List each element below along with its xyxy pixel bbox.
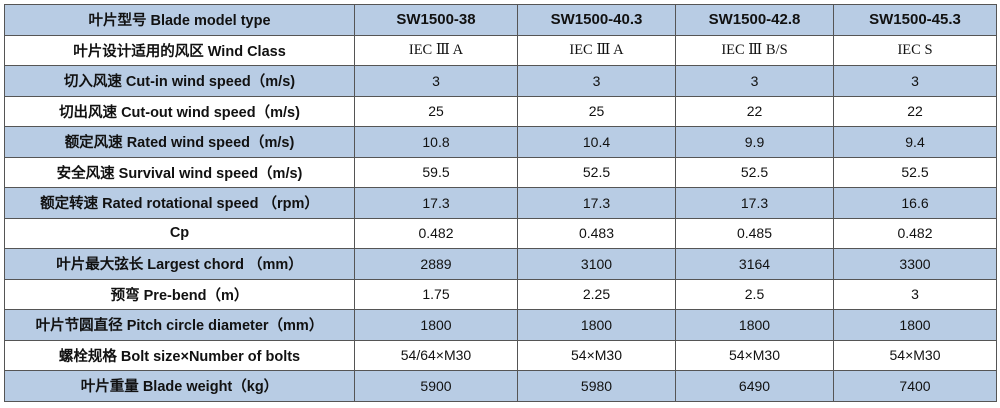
cell-value: 16.6 xyxy=(833,187,997,219)
row-label: 切出风速 Cut-out wind speed（m/s) xyxy=(4,95,355,127)
cell-value: 54/64×M30 xyxy=(354,339,518,371)
cell-value: 5900 xyxy=(354,370,518,402)
cell-value: 1800 xyxy=(354,309,518,341)
row-blade-weight: 叶片重量 Blade weight（kg） 5900 5980 6490 740… xyxy=(4,370,997,402)
row-label: 螺栓规格 Bolt size×Number of bolts xyxy=(4,339,355,371)
cell-value: 25 xyxy=(354,95,518,127)
cell-value: 54×M30 xyxy=(833,339,997,371)
cell-value: 3100 xyxy=(517,248,676,280)
cell-value: 9.4 xyxy=(833,126,997,158)
row-rated-rotational-speed: 额定转速 Rated rotational speed （rpm） 17.3 1… xyxy=(4,187,997,219)
cell-value: 52.5 xyxy=(517,156,676,188)
cell-value: 25 xyxy=(517,95,676,127)
row-cp: Cp 0.482 0.483 0.485 0.482 xyxy=(4,217,997,249)
cell-value: 7400 xyxy=(833,370,997,402)
row-label: 预弯 Pre-bend（m） xyxy=(4,278,355,310)
cell-value: 5980 xyxy=(517,370,676,402)
model-header: SW1500-38 xyxy=(354,4,518,36)
cell-value: IEC Ⅲ A xyxy=(354,34,518,66)
row-label: 额定转速 Rated rotational speed （rpm） xyxy=(4,187,355,219)
cell-value: 0.482 xyxy=(833,217,997,249)
row-label: 叶片节圆直径 Pitch circle diameter（mm） xyxy=(4,309,355,341)
cell-value: 0.483 xyxy=(517,217,676,249)
cell-value: 9.9 xyxy=(675,126,834,158)
blade-spec-table: 叶片型号 Blade model type SW1500-38 SW1500-4… xyxy=(4,4,997,402)
cell-value: 22 xyxy=(833,95,997,127)
cell-value: 1800 xyxy=(675,309,834,341)
cell-value: 54×M30 xyxy=(517,339,676,371)
cell-value: 1800 xyxy=(517,309,676,341)
row-label: 安全风速 Survival wind speed（m/s) xyxy=(4,156,355,188)
row-label: 叶片重量 Blade weight（kg） xyxy=(4,370,355,402)
cell-value: 10.4 xyxy=(517,126,676,158)
cell-value: 1800 xyxy=(833,309,997,341)
cell-value: 3 xyxy=(833,65,997,97)
cell-value: 3 xyxy=(833,278,997,310)
cell-value: 2.25 xyxy=(517,278,676,310)
cell-value: 3 xyxy=(354,65,518,97)
row-label: 叶片最大弦长 Largest chord （mm） xyxy=(4,248,355,280)
header-label: 叶片型号 Blade model type xyxy=(4,4,355,36)
row-pre-bend: 预弯 Pre-bend（m） 1.75 2.25 2.5 3 xyxy=(4,278,997,310)
row-pitch-circle-diameter: 叶片节圆直径 Pitch circle diameter（mm） 1800 18… xyxy=(4,309,997,341)
cell-value: 17.3 xyxy=(354,187,518,219)
row-cut-in-speed: 切入风速 Cut-in wind speed（m/s) 3 3 3 3 xyxy=(4,65,997,97)
cell-value: 22 xyxy=(675,95,834,127)
cell-value: IEC S xyxy=(833,34,997,66)
cell-value: 10.8 xyxy=(354,126,518,158)
row-largest-chord: 叶片最大弦长 Largest chord （mm） 2889 3100 3164… xyxy=(4,248,997,280)
cell-value: 17.3 xyxy=(675,187,834,219)
cell-value: 52.5 xyxy=(675,156,834,188)
cell-value: 0.482 xyxy=(354,217,518,249)
row-label: 叶片设计适用的风区 Wind Class xyxy=(4,34,355,66)
cell-value: 2.5 xyxy=(675,278,834,310)
model-header: SW1500-45.3 xyxy=(833,4,997,36)
row-label: 额定风速 Rated wind speed（m/s) xyxy=(4,126,355,158)
cell-value: 3 xyxy=(675,65,834,97)
cell-value: IEC Ⅲ A xyxy=(517,34,676,66)
model-header: SW1500-42.8 xyxy=(675,4,834,36)
model-header: SW1500-40.3 xyxy=(517,4,676,36)
row-wind-class: 叶片设计适用的风区 Wind Class IEC Ⅲ A IEC Ⅲ A IEC… xyxy=(4,34,997,66)
cell-value: 2889 xyxy=(354,248,518,280)
cell-value: 3 xyxy=(517,65,676,97)
row-bolt-size: 螺栓规格 Bolt size×Number of bolts 54/64×M30… xyxy=(4,339,997,371)
cell-value: IEC Ⅲ B/S xyxy=(675,34,834,66)
cell-value: 0.485 xyxy=(675,217,834,249)
cell-value: 6490 xyxy=(675,370,834,402)
cell-value: 54×M30 xyxy=(675,339,834,371)
row-label: 切入风速 Cut-in wind speed（m/s) xyxy=(4,65,355,97)
header-row: 叶片型号 Blade model type SW1500-38 SW1500-4… xyxy=(4,4,997,36)
row-survival-speed: 安全风速 Survival wind speed（m/s) 59.5 52.5 … xyxy=(4,156,997,188)
cell-value: 17.3 xyxy=(517,187,676,219)
cell-value: 3164 xyxy=(675,248,834,280)
row-label: Cp xyxy=(4,217,355,249)
cell-value: 59.5 xyxy=(354,156,518,188)
cell-value: 3300 xyxy=(833,248,997,280)
row-cut-out-speed: 切出风速 Cut-out wind speed（m/s) 25 25 22 22 xyxy=(4,95,997,127)
row-rated-speed: 额定风速 Rated wind speed（m/s) 10.8 10.4 9.9… xyxy=(4,126,997,158)
cell-value: 52.5 xyxy=(833,156,997,188)
cell-value: 1.75 xyxy=(354,278,518,310)
